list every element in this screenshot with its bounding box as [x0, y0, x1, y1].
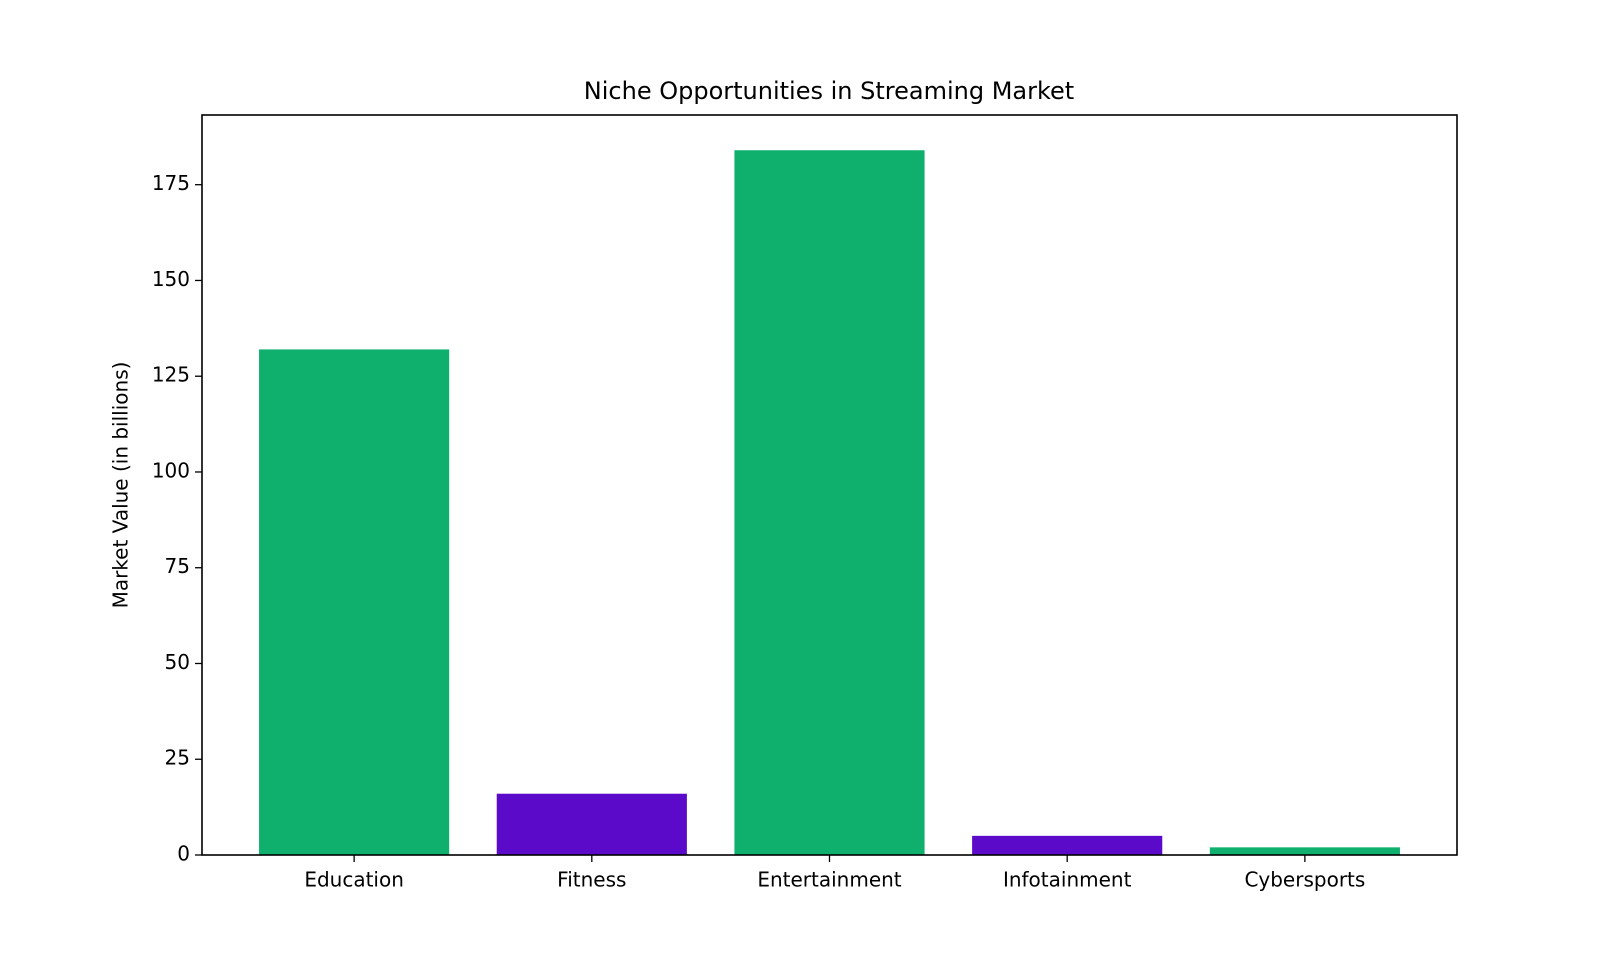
x-tick-label: Education [304, 868, 404, 892]
y-tick-label: 100 [152, 458, 190, 482]
chart-title: Niche Opportunities in Streaming Market [584, 77, 1074, 105]
bar [259, 349, 450, 855]
plot-frame [201, 114, 1458, 856]
y-tick-label: 175 [152, 171, 190, 195]
x-tick-label: Fitness [557, 868, 626, 892]
bar [734, 150, 925, 855]
y-tick-label: 125 [152, 363, 190, 387]
x-tick-label: Cybersports [1244, 868, 1365, 892]
y-tick-label: 75 [165, 554, 190, 578]
bar [1209, 847, 1400, 855]
bar [496, 793, 687, 855]
y-axis-label: Market Value (in billions) [109, 362, 133, 609]
y-tick-label: 50 [165, 650, 190, 674]
x-tick-label: Infotainment [1003, 868, 1132, 892]
y-tick-label: 25 [165, 746, 190, 770]
y-tick-label: 0 [177, 842, 190, 866]
x-tick-label: Entertainment [757, 868, 901, 892]
y-tick-label: 150 [152, 267, 190, 291]
bar [972, 835, 1163, 855]
